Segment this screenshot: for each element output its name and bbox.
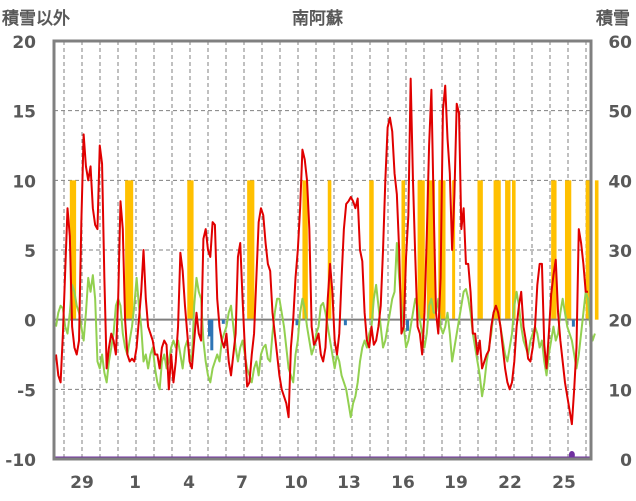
snow-depth-marker xyxy=(568,451,575,459)
sunshine-bar xyxy=(512,180,516,320)
x-tick-label: 10 xyxy=(284,473,308,493)
x-tick-label: 19 xyxy=(444,473,468,493)
y-left-tick-label: 0 xyxy=(24,312,36,332)
sunshine-bar xyxy=(69,180,77,320)
sunshine-bar xyxy=(585,180,591,320)
y-right-tick-label: 20 xyxy=(608,312,632,332)
sunshine-bar xyxy=(505,180,511,320)
sunshine-bar xyxy=(369,180,374,320)
x-tick-label: 7 xyxy=(236,473,248,493)
sunshine-bar xyxy=(125,180,134,320)
x-tick-label: 25 xyxy=(552,473,576,493)
red-series-line xyxy=(55,77,588,426)
precip-bar xyxy=(343,319,347,326)
x-tick-label: 1 xyxy=(129,473,141,493)
sunshine-bar xyxy=(426,180,435,320)
precip-bar xyxy=(406,319,410,331)
precip-bar xyxy=(295,319,299,326)
y-left-tick-label: 20 xyxy=(12,33,36,53)
x-tick-label: 13 xyxy=(337,473,361,493)
precip-bar xyxy=(208,319,211,337)
y-right-tick-label: 60 xyxy=(608,33,632,53)
y-left-tick-label: 5 xyxy=(24,242,36,262)
x-tick-label: 29 xyxy=(70,473,94,493)
x-tick-label: 4 xyxy=(183,473,195,493)
chart-title: 南阿蘇 xyxy=(292,9,343,29)
precip-bar xyxy=(571,319,575,327)
sunshine-bar xyxy=(401,180,406,320)
sunshine-bar xyxy=(302,180,308,320)
sunshine-bar xyxy=(477,180,483,320)
y-left-tick-label: 15 xyxy=(12,103,36,123)
y-right-tick-label: 50 xyxy=(608,103,632,123)
sunshine-bar xyxy=(493,180,501,320)
sunshine-bar xyxy=(327,180,332,320)
y-right-tick-label: 10 xyxy=(608,381,632,401)
y-right-tick-label: 30 xyxy=(608,242,632,262)
sunshine-bar xyxy=(564,180,572,320)
y-left-tick-label: -5 xyxy=(17,381,36,401)
sunshine-bar xyxy=(594,180,599,320)
y-left-tick-label: 10 xyxy=(12,172,36,192)
sunshine-bar xyxy=(417,180,425,320)
y-right-tick-label: 0 xyxy=(620,451,632,471)
y-right-tick-label: 40 xyxy=(608,172,632,192)
plot-frame xyxy=(52,39,593,461)
y-left-tick-label: -10 xyxy=(5,451,36,471)
green-series-line xyxy=(55,242,596,419)
right-axis-label: 積雪 xyxy=(596,9,630,29)
sunshine-bar xyxy=(187,180,194,320)
sunshine-bar xyxy=(452,180,456,320)
left-axis-label: 積雪以外 xyxy=(2,9,70,29)
x-tick-label: 22 xyxy=(498,473,522,493)
precip-bar xyxy=(210,319,214,351)
sunshine-bar xyxy=(247,180,255,320)
x-tick-label: 16 xyxy=(391,473,415,493)
sunshine-bar xyxy=(551,180,557,320)
precip-bar xyxy=(221,319,225,324)
